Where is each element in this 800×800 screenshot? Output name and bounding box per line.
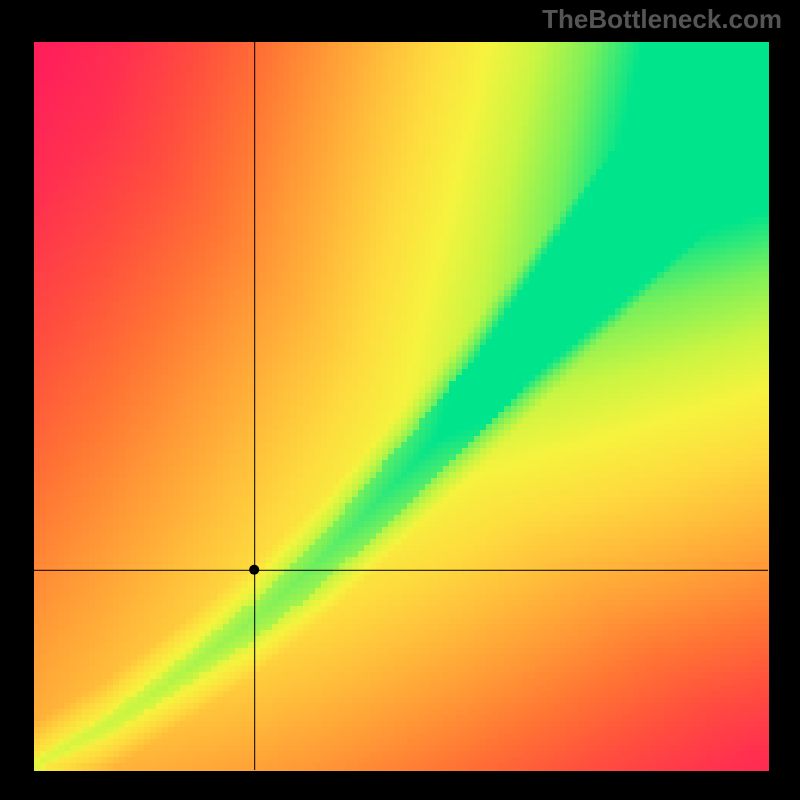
bottleneck-heatmap (0, 0, 800, 800)
watermark-label: TheBottleneck.com (542, 4, 782, 35)
